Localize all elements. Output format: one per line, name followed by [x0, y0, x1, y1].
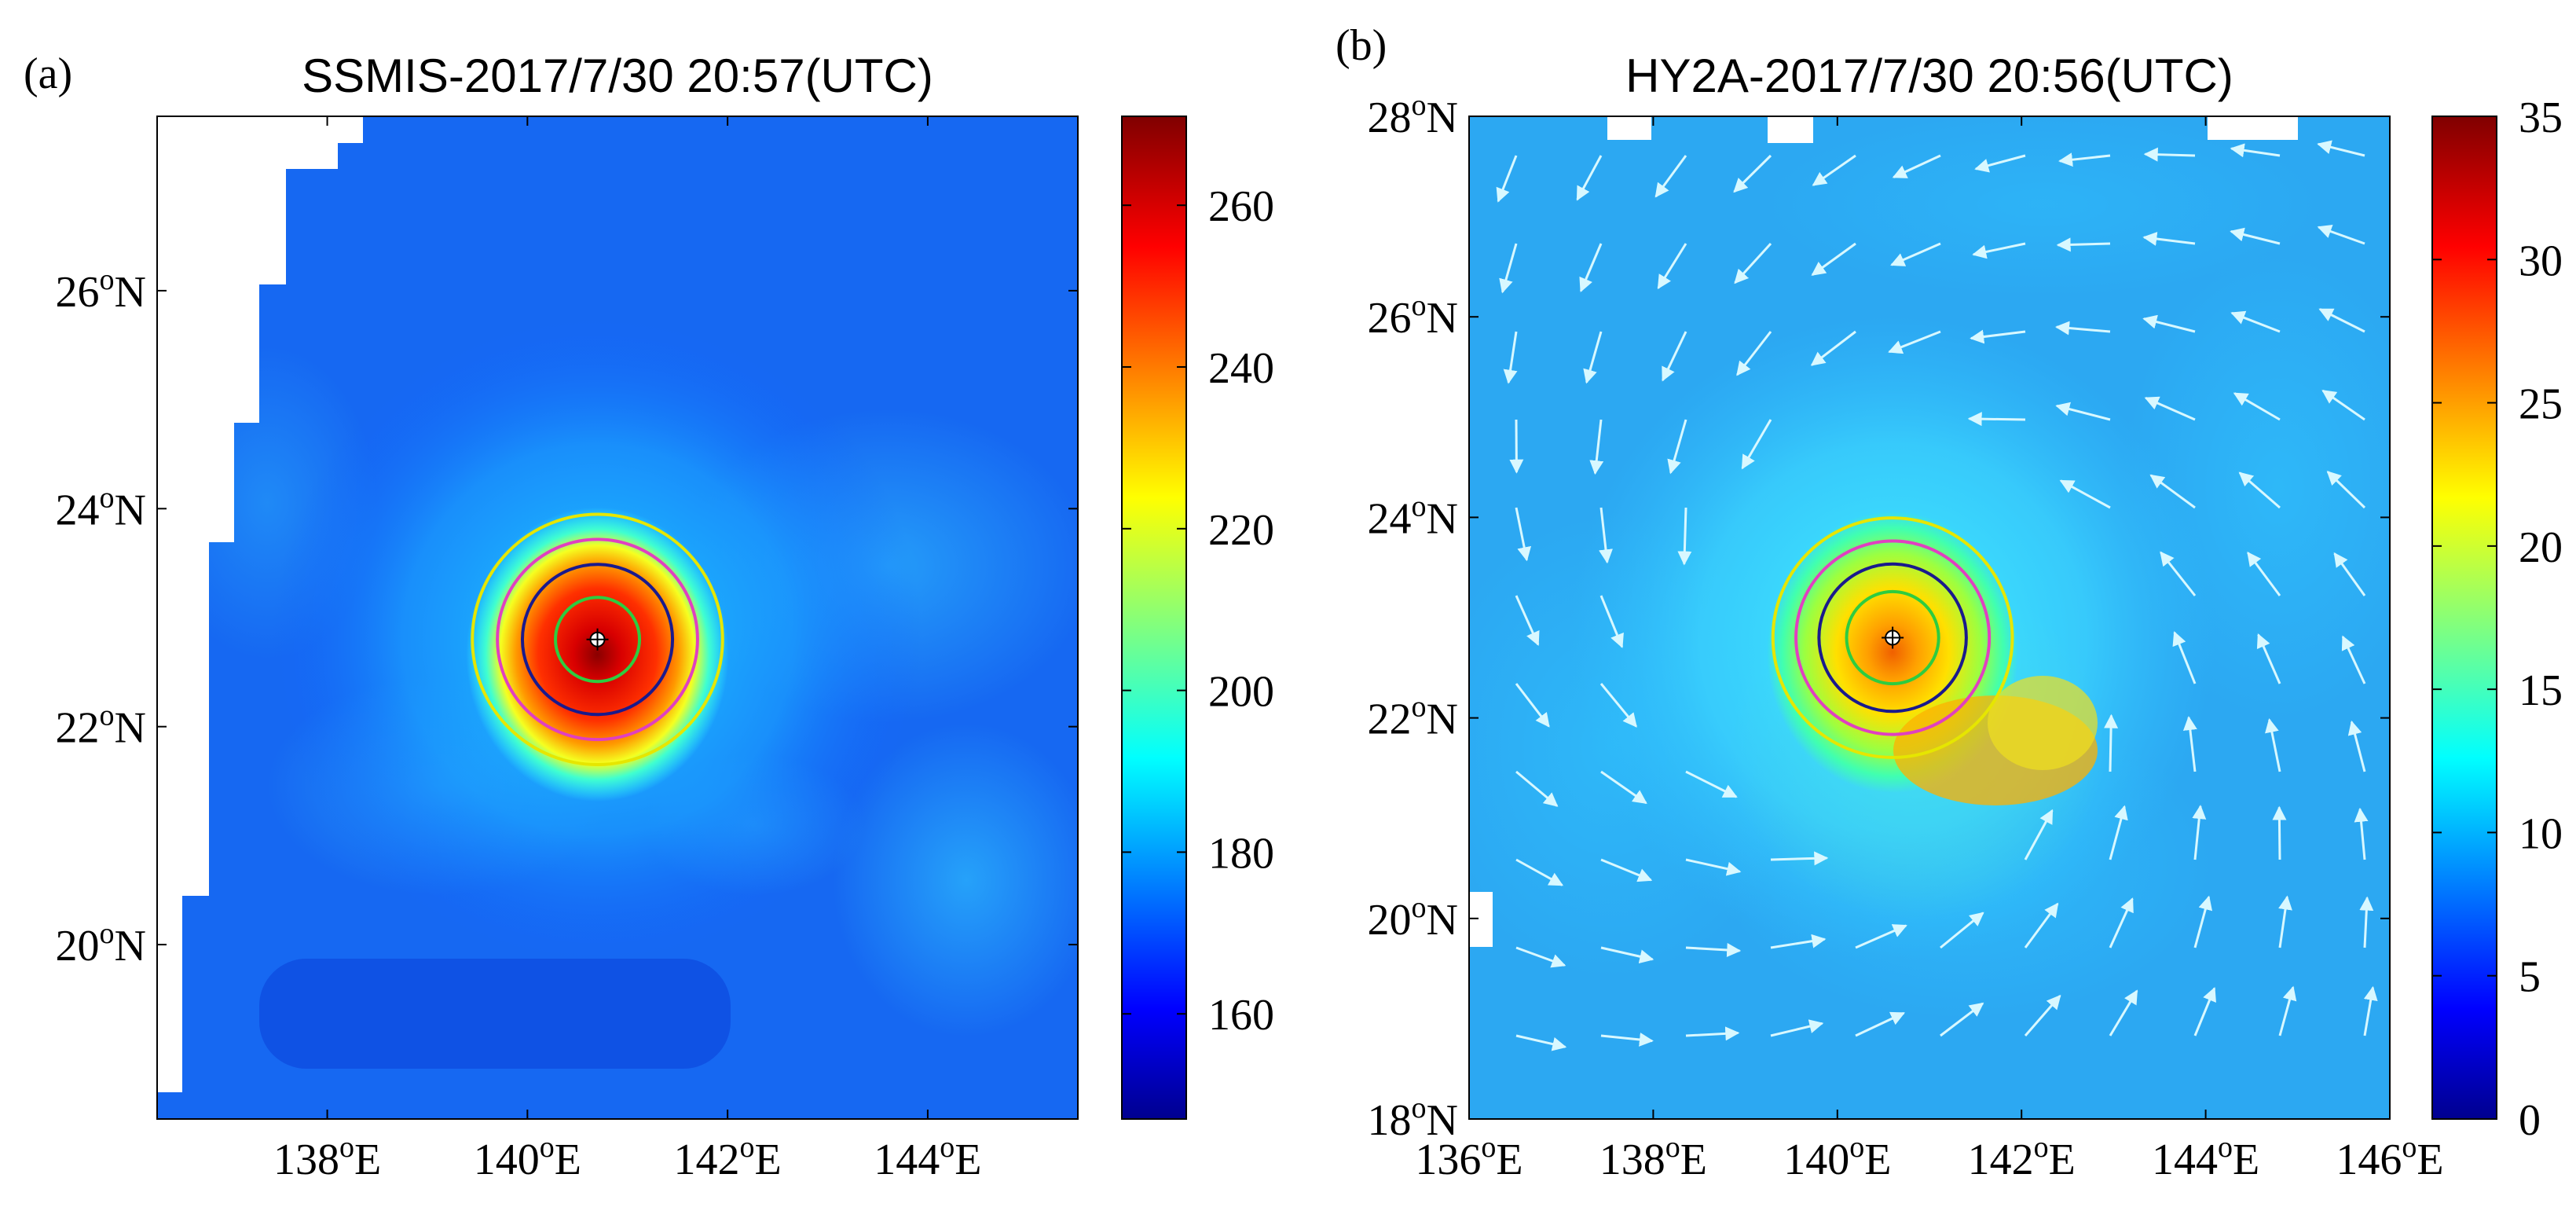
panel-b-no-data-patch	[1469, 892, 1493, 947]
colorbar-tick-label: 240	[1208, 344, 1274, 393]
wind-arrow	[2145, 154, 2195, 156]
wind-arrow	[2058, 244, 2110, 245]
panel-b-rainband	[1988, 676, 2098, 770]
x-tick-label: 144oE	[874, 1131, 981, 1184]
y-tick-label: 20oN	[1368, 891, 1458, 945]
colorbar-tick-label: 0	[2519, 1096, 2541, 1145]
panel-a-dark-band	[259, 959, 731, 1069]
panel-b-colorbar-bar	[2432, 116, 2497, 1119]
colorbar-tick-label: 220	[1208, 506, 1274, 555]
y-tick-label: 22oN	[1368, 691, 1458, 744]
y-tick-label: 26oN	[56, 263, 146, 317]
y-tick-label: 26oN	[1368, 289, 1458, 343]
wind-arrow	[1970, 419, 2025, 420]
y-tick-label: 20oN	[56, 917, 146, 970]
panel-b-title: HY2A-2017/7/30 20:56(UTC)	[1625, 50, 2233, 102]
wind-arrow	[2110, 716, 2111, 772]
panel-b-no-data-patch	[1768, 116, 1813, 143]
x-tick-label: 144oE	[2152, 1131, 2259, 1184]
panel-a-map	[157, 116, 1100, 1119]
colorbar-tick-label: 260	[1208, 182, 1274, 231]
x-tick-label: 138oE	[273, 1131, 381, 1184]
y-tick-label: 28oN	[1368, 89, 1458, 142]
colorbar-tick-label: 20	[2519, 523, 2563, 572]
colorbar-tick-label: 10	[2519, 809, 2563, 858]
panel-a-core	[466, 508, 728, 802]
colorbar-tick-label: 180	[1208, 829, 1274, 878]
colorbar-tick-label: 200	[1208, 668, 1274, 717]
x-tick-label: 142oE	[1968, 1131, 2076, 1184]
colorbar-tick-label: 160	[1208, 991, 1274, 1040]
y-tick-label: 24oN	[1368, 490, 1458, 543]
x-tick-label: 142oE	[674, 1131, 782, 1184]
panel-b-colorbar: 0 5 10 15 20 25 30 35	[2432, 94, 2563, 1145]
panel-a-label: (a)	[24, 50, 72, 98]
colorbar-tick-label: 15	[2519, 666, 2563, 715]
panel-b-no-data-patch	[1607, 116, 1651, 140]
y-tick-label: 18oN	[1368, 1091, 1458, 1145]
panel-b-map	[1422, 110, 2435, 1119]
colorbar-tick-label: 5	[2519, 953, 2541, 1002]
y-tick-label: 22oN	[56, 699, 146, 753]
y-tick-label: 24oN	[56, 481, 146, 534]
x-tick-label: 140oE	[474, 1131, 581, 1184]
panel-a-title: SSMIS-2017/7/30 20:57(UTC)	[302, 50, 933, 102]
x-tick-label: 140oE	[1783, 1131, 1891, 1184]
panel-a: (a) SSMIS-2017/7/30 20:57(UTC) 138oE 140o…	[24, 50, 1274, 1184]
panel-b-label: (b)	[1336, 21, 1387, 70]
colorbar-tick-label: 25	[2519, 380, 2563, 429]
colorbar-tick-label: 30	[2519, 237, 2563, 285]
panel-a-colorbar-bar	[1122, 116, 1186, 1119]
wind-arrow	[2279, 807, 2280, 860]
panel-a-colorbar: 160 180 200 220 240 260	[1122, 116, 1274, 1119]
wind-arrow	[1684, 508, 1686, 564]
x-tick-label: 146oE	[2336, 1131, 2443, 1184]
wind-arrow	[1771, 858, 1827, 860]
colorbar-tick-label: 35	[2519, 94, 2563, 142]
panel-b-no-data-patch	[2208, 116, 2298, 140]
x-tick-label: 138oE	[1599, 1131, 1707, 1184]
